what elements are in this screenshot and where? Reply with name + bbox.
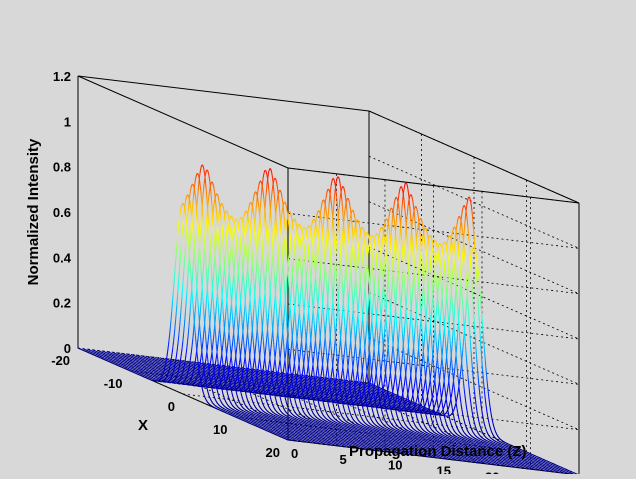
axis-line <box>369 111 579 203</box>
x-tick-label: 20 <box>266 445 280 460</box>
series-segment <box>558 472 560 473</box>
series-segment <box>563 472 565 473</box>
series-segment <box>524 468 526 469</box>
series-line <box>330 241 540 471</box>
z-tick-label: 0.6 <box>53 205 71 220</box>
z-tick-label: 0.2 <box>53 296 71 311</box>
series-segment <box>529 468 531 469</box>
x-tick-label: -10 <box>104 376 123 391</box>
x-tick-label: 0 <box>168 399 175 414</box>
series-segment <box>543 470 545 471</box>
series-segment <box>509 466 511 467</box>
z-distance-tick-label: 15 <box>437 464 451 475</box>
series-segment <box>538 470 540 471</box>
x-tick-label: -20 <box>51 353 70 368</box>
series-segment <box>534 469 536 470</box>
z-tick-label: 0.4 <box>53 250 72 265</box>
series-layer <box>78 165 579 474</box>
axis-line <box>78 76 288 168</box>
x-tick-label: 10 <box>213 422 227 437</box>
z-tick-label: 1.2 <box>53 69 71 84</box>
series-segment <box>553 471 555 472</box>
series-segment <box>548 471 550 472</box>
series-segment <box>505 465 507 466</box>
grid-layer <box>78 76 579 474</box>
tick-layer: 00.20.40.60.811.2-20-1001020051015202530 <box>51 69 596 474</box>
z-tick-label: 0.8 <box>53 160 71 175</box>
series-segment <box>519 467 521 468</box>
series-segment <box>514 467 516 468</box>
axis-line <box>78 76 369 111</box>
z-tick-label: 1 <box>64 114 71 129</box>
z-distance-tick-label: 0 <box>291 446 298 461</box>
z-distance-tick-label: 5 <box>340 452 347 467</box>
z-distance-tick-label: 20 <box>485 469 499 474</box>
